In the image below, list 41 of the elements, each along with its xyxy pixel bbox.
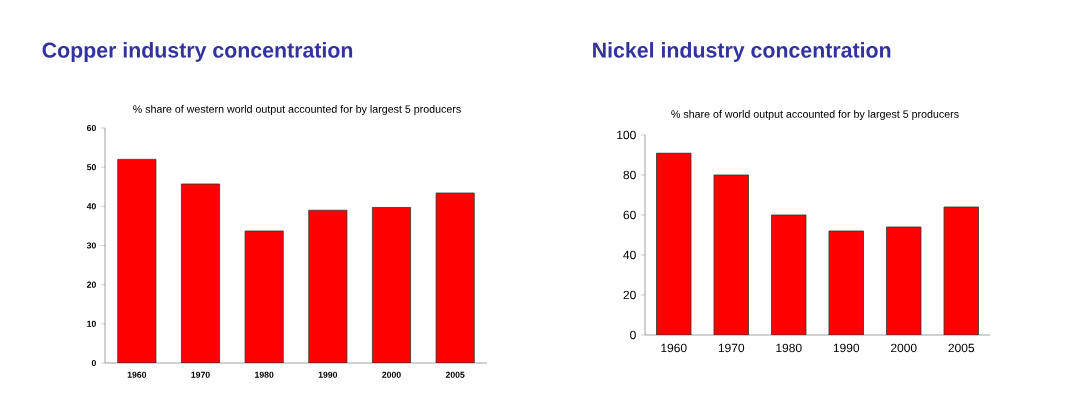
x-tick-label: 2000: [891, 343, 917, 353]
y-tick-label: 0: [630, 330, 636, 340]
bar: [771, 214, 807, 335]
x-tick-label: 1990: [833, 343, 860, 353]
chart-title: Nickel industry concentration: [593, 42, 891, 62]
x-tick-label: 1980: [255, 371, 274, 378]
x-tick-label: 1970: [191, 371, 210, 378]
x-tick-label: 2005: [948, 343, 975, 353]
bar: [308, 209, 348, 363]
x-tick-label: 1960: [661, 343, 687, 353]
x-tick-label: 2005: [445, 371, 465, 378]
bar: [713, 174, 749, 335]
bar: [886, 226, 922, 335]
bar: [117, 158, 157, 363]
x-tick-label: 1960: [127, 371, 147, 378]
bar: [244, 230, 284, 363]
x-tick-label: 1980: [776, 343, 802, 353]
bar: [943, 206, 979, 335]
chart-title: Copper industry concentration: [42, 42, 353, 62]
y-tick-label: 40: [86, 203, 96, 210]
bar: [828, 230, 864, 335]
y-tick-label: 10: [87, 320, 96, 327]
y-tick-label: 0: [91, 359, 96, 367]
chart-subtitle: % share of world output accounted for by largest 5 producers: [671, 110, 959, 120]
y-tick-label: 60: [86, 124, 96, 132]
y-tick-label: 60: [623, 210, 636, 220]
y-tick-label: 30: [86, 242, 96, 249]
y-tick-label: 20: [86, 281, 96, 288]
y-tick-label: 50: [86, 164, 96, 171]
bar: [372, 207, 411, 363]
x-tick-label: 1990: [318, 371, 338, 378]
y-tick-label: 20: [623, 290, 636, 300]
y-tick-label: 80: [623, 170, 636, 180]
bar: [435, 192, 475, 363]
chart-subtitle: % share of western world output accounted for by largest 5 producers: [133, 105, 461, 115]
x-tick-label: 2000: [382, 371, 401, 378]
y-tick-label: 40: [623, 250, 636, 260]
bar: [181, 183, 221, 363]
x-tick-label: 1970: [718, 343, 745, 353]
y-tick-label: 100: [617, 130, 636, 140]
bar: [656, 152, 692, 335]
